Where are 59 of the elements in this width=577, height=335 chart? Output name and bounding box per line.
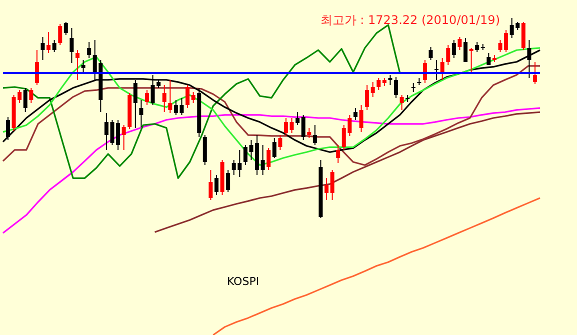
candlestick bbox=[64, 22, 68, 36]
candlestick bbox=[428, 46, 433, 60]
candlestick bbox=[29, 88, 34, 104]
candlestick bbox=[133, 80, 138, 128]
candlestick bbox=[475, 42, 480, 52]
candlestick bbox=[400, 94, 404, 110]
candlestick bbox=[452, 40, 456, 58]
candlestick bbox=[46, 32, 51, 54]
candlestick bbox=[446, 44, 450, 66]
candlestick bbox=[376, 78, 381, 90]
candlestick bbox=[533, 62, 537, 84]
candlestick bbox=[469, 48, 474, 72]
candlestick bbox=[353, 108, 358, 120]
candlestick bbox=[116, 120, 120, 150]
candlestick bbox=[307, 128, 312, 138]
candlestick bbox=[370, 82, 375, 98]
candlestick bbox=[208, 170, 213, 200]
candlestick bbox=[87, 42, 92, 58]
candlestick bbox=[266, 148, 271, 170]
candlestick bbox=[284, 118, 288, 136]
candlestick bbox=[296, 112, 300, 126]
candlestick bbox=[226, 170, 230, 192]
candlestick bbox=[324, 178, 329, 200]
candlestick bbox=[70, 28, 74, 64]
candlestick bbox=[191, 92, 196, 104]
candlestick bbox=[144, 90, 149, 106]
candlestick bbox=[40, 36, 45, 60]
candlestick bbox=[6, 116, 10, 140]
candlestick bbox=[394, 76, 398, 98]
candlestick bbox=[23, 88, 28, 112]
candlestick bbox=[365, 84, 370, 110]
candlestick bbox=[186, 84, 190, 108]
candlestick bbox=[272, 138, 276, 158]
candlestick bbox=[388, 74, 392, 86]
candlestick bbox=[162, 84, 166, 112]
candlestick bbox=[81, 60, 86, 74]
candlestick bbox=[139, 100, 144, 128]
candlestick bbox=[290, 118, 294, 134]
candlestick bbox=[330, 170, 334, 200]
candlestick bbox=[301, 114, 306, 140]
candlestick bbox=[168, 80, 172, 114]
candlestick bbox=[58, 24, 62, 46]
candlestick bbox=[260, 144, 265, 176]
annotation: 최고가 : 1723.22 (2010/01/19) bbox=[320, 13, 500, 27]
candlestick bbox=[214, 174, 218, 196]
candlestick bbox=[336, 144, 340, 164]
candlestick bbox=[278, 134, 282, 150]
candlestick bbox=[434, 60, 439, 80]
candlestick bbox=[312, 124, 317, 146]
annotation: KOSPI bbox=[226, 275, 260, 288]
candlestick bbox=[359, 104, 364, 132]
candlestick bbox=[34, 50, 39, 86]
candlestick bbox=[458, 36, 462, 50]
candlestick bbox=[122, 124, 126, 150]
candlestick bbox=[75, 50, 80, 80]
candlestick bbox=[52, 40, 56, 52]
candlestick bbox=[440, 58, 444, 80]
candlestick bbox=[486, 52, 491, 66]
candlestick bbox=[464, 38, 468, 62]
